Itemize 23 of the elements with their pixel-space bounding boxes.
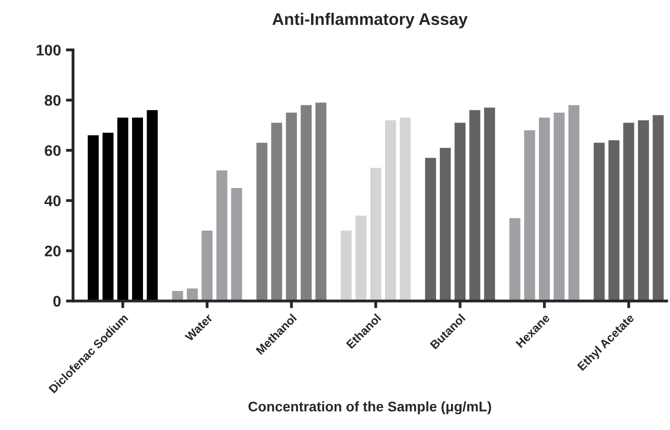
y-tick-label: 20: [44, 246, 61, 256]
y-tick-label: 40: [44, 195, 61, 206]
bar: [146, 110, 158, 301]
y-tick-label: 100: [36, 44, 61, 56]
bar: [286, 112, 297, 301]
bar: [340, 230, 352, 301]
bar: [271, 122, 282, 301]
chart-title: Anti-Inflammatory Assay: [272, 12, 468, 28]
y-tick-label: 60: [44, 145, 61, 156]
bar: [102, 132, 114, 301]
bar: [356, 216, 366, 301]
bar: [385, 120, 396, 301]
y-tick-label: 0: [53, 296, 61, 307]
y-tick-label: 80: [44, 94, 61, 106]
bar: [370, 168, 382, 301]
bar: [256, 142, 268, 301]
x-axis-title: Concentration of the Sample (μg/mL): [248, 401, 492, 414]
bar: [300, 105, 312, 301]
bar: [117, 118, 128, 301]
bar: [315, 102, 326, 301]
bar: [88, 135, 99, 301]
bar: [132, 118, 144, 301]
bar: [400, 118, 411, 301]
